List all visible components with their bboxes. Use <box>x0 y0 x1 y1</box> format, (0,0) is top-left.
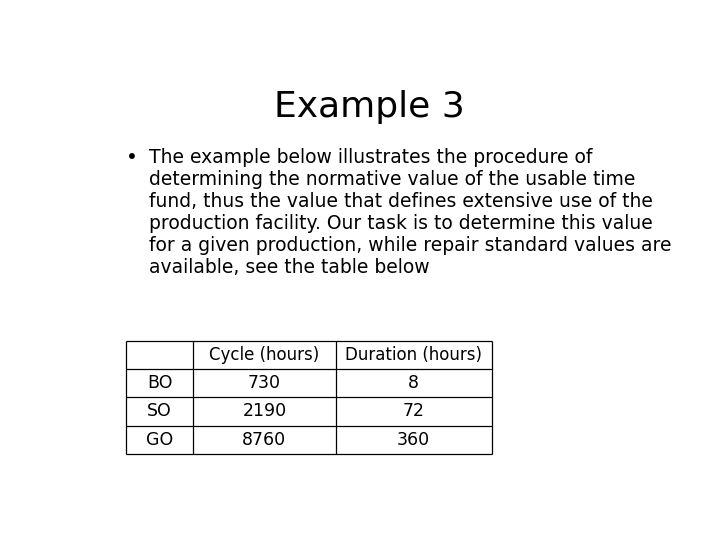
Text: fund, thus the value that defines extensive use of the: fund, thus the value that defines extens… <box>148 192 652 211</box>
Text: 8: 8 <box>408 374 419 393</box>
Text: BO: BO <box>147 374 173 393</box>
Text: 8760: 8760 <box>243 430 287 449</box>
Text: available, see the table below: available, see the table below <box>148 258 429 277</box>
Text: •: • <box>126 148 138 167</box>
Text: 360: 360 <box>397 430 431 449</box>
Text: 730: 730 <box>248 374 281 393</box>
Text: Example 3: Example 3 <box>274 90 464 124</box>
Text: for a given production, while repair standard values are: for a given production, while repair sta… <box>148 236 671 255</box>
Text: determining the normative value of the usable time: determining the normative value of the u… <box>148 170 635 189</box>
Text: Cycle (hours): Cycle (hours) <box>210 346 320 364</box>
Text: GO: GO <box>146 430 174 449</box>
Text: Duration (hours): Duration (hours) <box>345 346 482 364</box>
Text: production facility. Our task is to determine this value: production facility. Our task is to dete… <box>148 214 652 233</box>
Text: The example below illustrates the procedure of: The example below illustrates the proced… <box>148 148 592 167</box>
Text: 2190: 2190 <box>243 402 287 421</box>
Text: SO: SO <box>148 402 172 421</box>
Text: 72: 72 <box>402 402 425 421</box>
